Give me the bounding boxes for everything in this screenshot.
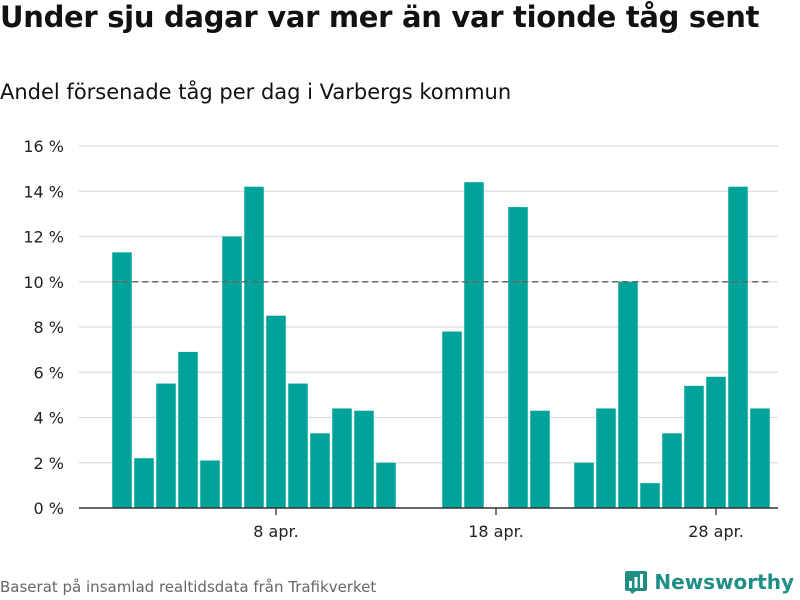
bar [112, 252, 132, 508]
y-tick-label: 0 % [34, 499, 64, 518]
bar [640, 483, 660, 508]
bar [178, 351, 198, 508]
source-note: Baserat på insamlad realtidsdata från Tr… [0, 578, 377, 596]
x-tick-label: 18 apr. [468, 522, 524, 541]
bar [156, 383, 176, 508]
chart-subtitle: Andel försenade tåg per dag i Varbergs k… [0, 80, 512, 104]
bar [134, 458, 154, 508]
bar [508, 207, 528, 508]
y-tick-label: 10 % [23, 273, 64, 292]
y-tick-label: 16 % [23, 137, 64, 156]
bar [244, 186, 264, 508]
y-tick-label: 8 % [34, 318, 64, 337]
x-tick-label: 8 apr. [253, 522, 298, 541]
bar [288, 383, 308, 508]
bar [706, 376, 726, 508]
bar [442, 331, 462, 508]
bar-chart: 0 % 2 % 4 % 6 % 8 % 10 % 12 % 14 % 16 % 8 apr. 18… [23, 137, 778, 541]
bar [728, 186, 748, 508]
y-tick-label: 6 % [34, 363, 64, 382]
bar [618, 281, 638, 508]
bar [200, 460, 220, 508]
bar [222, 236, 242, 508]
y-tick-label: 14 % [23, 182, 64, 201]
bar [750, 408, 770, 508]
y-tick-label: 2 % [34, 454, 64, 473]
bar [662, 433, 682, 508]
x-tick-label: 28 apr. [688, 522, 744, 541]
bar [596, 408, 616, 508]
y-axis-tick-labels: 0 % 2 % 4 % 6 % 8 % 10 % 12 % 14 % 16 % [23, 137, 64, 518]
newsworthy-chart-logo-icon [625, 571, 648, 594]
x-axis-tick-labels: 8 apr. 18 apr. 28 apr. [253, 508, 744, 541]
bar [354, 410, 374, 508]
bar [332, 408, 352, 508]
bars [112, 182, 770, 508]
brand-logo: Newsworthy [624, 570, 794, 594]
y-tick-label: 12 % [23, 228, 64, 247]
bar [574, 462, 594, 508]
bar [310, 433, 330, 508]
bar [266, 315, 286, 508]
y-tick-label: 4 % [34, 409, 64, 428]
bar [530, 410, 550, 508]
bar [684, 385, 704, 508]
bar [376, 462, 396, 508]
bar [464, 182, 484, 508]
brand-name: Newsworthy [654, 570, 794, 594]
chart-title: Under sju dagar var mer än var tionde tå… [0, 0, 760, 34]
